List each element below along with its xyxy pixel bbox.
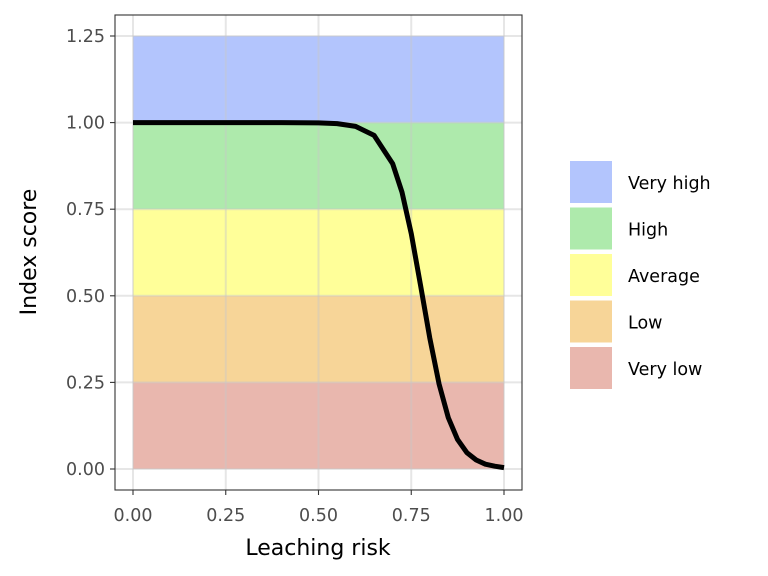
y-tick-label: 1.00 xyxy=(66,114,105,134)
legend-label: Very high xyxy=(628,174,711,194)
y-tick-label: 1.25 xyxy=(66,27,105,47)
band-high xyxy=(133,122,504,210)
legend: Very high High Average Low Very low xyxy=(570,161,711,389)
y-tick-label: 0.50 xyxy=(66,287,105,307)
x-tick-label: 0.25 xyxy=(206,506,245,526)
series-line xyxy=(133,120,505,471)
legend-swatch xyxy=(570,207,612,250)
x-tick-label: 0.50 xyxy=(299,506,338,526)
y-tick-label: 0.75 xyxy=(66,200,105,220)
y-tick-label: 0.25 xyxy=(66,373,105,393)
band-average xyxy=(133,209,504,296)
legend-label: Low xyxy=(628,314,662,334)
x-tick-label: 0.00 xyxy=(114,506,153,526)
y-tick-label: 0.00 xyxy=(66,460,105,480)
legend-swatch xyxy=(570,300,612,343)
legend-swatch xyxy=(570,254,612,296)
legend-label: Average xyxy=(628,267,700,287)
x-axis-label: Leaching risk xyxy=(245,536,391,561)
x-tick-label: 1.00 xyxy=(485,506,524,526)
band-low xyxy=(133,295,504,383)
x-tick-label: 0.75 xyxy=(392,506,431,526)
band-very-high xyxy=(133,36,504,123)
legend-swatch xyxy=(570,347,612,389)
legend-label: High xyxy=(628,221,668,241)
legend-label: Very low xyxy=(628,360,702,380)
y-axis-label: Index score xyxy=(17,189,42,316)
legend-swatch xyxy=(570,161,612,203)
